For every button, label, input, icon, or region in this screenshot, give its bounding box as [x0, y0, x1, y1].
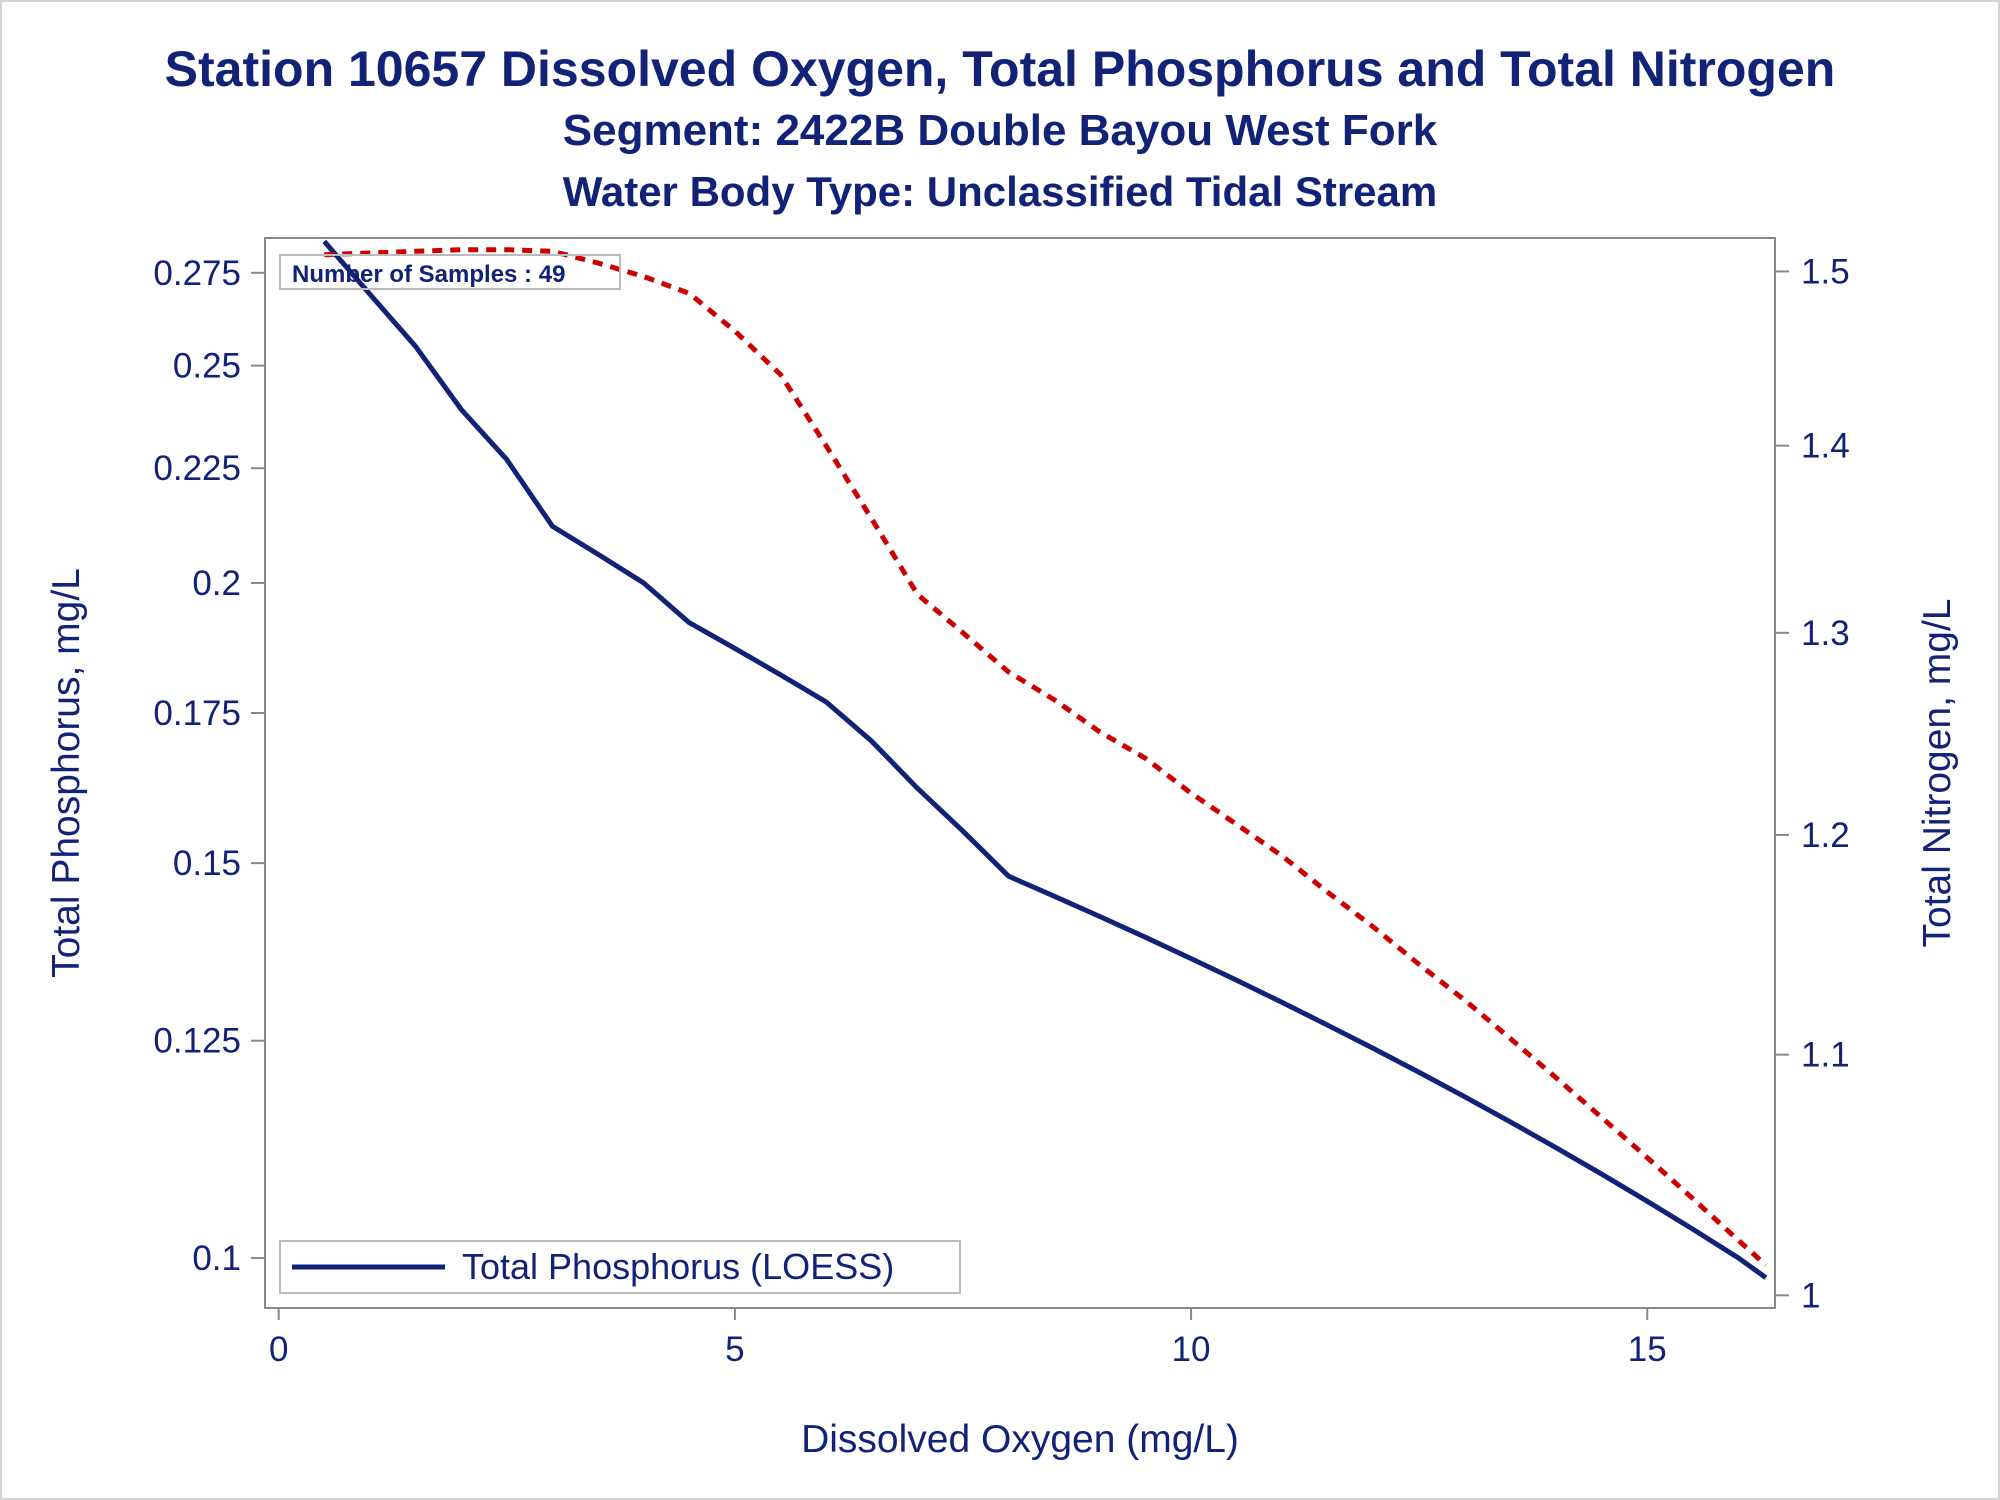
- y-axis-right: 1 1.1 1.2 1.3 1.4 1.5: [1775, 252, 1850, 1315]
- y2-tick-label: 1.3: [1801, 614, 1850, 653]
- y-tick-label: 0.1: [192, 1239, 241, 1278]
- y2-tick-label: 1.4: [1801, 427, 1850, 466]
- y-tick-label: 0.175: [153, 694, 241, 733]
- y-tick-label: 0.25: [173, 347, 241, 386]
- x-tick-label: 15: [1628, 1330, 1667, 1369]
- sample-count-frame: [279, 254, 621, 290]
- plot-area: [264, 237, 1776, 1309]
- y2-tick-label: 1: [1801, 1276, 1820, 1315]
- legend: Total Phosphorus (LOESS): [279, 1240, 961, 1294]
- series-line-phosphorus: [322, 239, 1768, 1280]
- y2-tick-label: 1.5: [1801, 252, 1850, 291]
- y2-tick-label: 1.1: [1801, 1036, 1850, 1075]
- x-tick-label: 0: [269, 1330, 288, 1369]
- y-tick-label: 0.15: [173, 844, 241, 883]
- y-tick-label: 0.2: [192, 564, 241, 603]
- series-layer: [322, 239, 1768, 1280]
- chart-subtitle-water-body: Water Body Type: Unclassified Tidal Stre…: [562, 168, 1438, 215]
- y-axis-label-left: Total Phosphorus, mg/L: [45, 568, 88, 978]
- legend-label-phosphorus: Total Phosphorus (LOESS): [462, 1246, 894, 1287]
- x-axis: 0 5 10 15: [265, 1307, 1775, 1369]
- y-axis-label-right: Total Nitrogen, mg/L: [1916, 598, 1959, 947]
- legend-frame: [279, 1240, 961, 1294]
- sample-count-text: Number of Samples : 49: [292, 261, 565, 288]
- x-tick-label: 5: [725, 1330, 744, 1369]
- y-axis-left: 0.1 0.125 0.15 0.175 0.2 0.225 0.25 0.275: [153, 254, 265, 1278]
- y-tick-label: 0.225: [153, 449, 241, 488]
- y-tick-label: 0.275: [153, 254, 241, 293]
- y2-tick-label: 1.2: [1801, 816, 1850, 855]
- series-line-nitrogen: [324, 247, 1768, 1268]
- chart-title: Station 10657 Dissolved Oxygen, Total Ph…: [164, 41, 1836, 97]
- y-tick-label: 0.125: [153, 1022, 241, 1061]
- x-tick-label: 10: [1172, 1330, 1211, 1369]
- chart-subtitle-segment: Segment: 2422B Double Bayou West Fork: [562, 106, 1438, 155]
- sample-count-box: Number of Samples : 49: [279, 254, 621, 290]
- x-axis-label: Dissolved Oxygen (mg/L): [801, 1418, 1239, 1461]
